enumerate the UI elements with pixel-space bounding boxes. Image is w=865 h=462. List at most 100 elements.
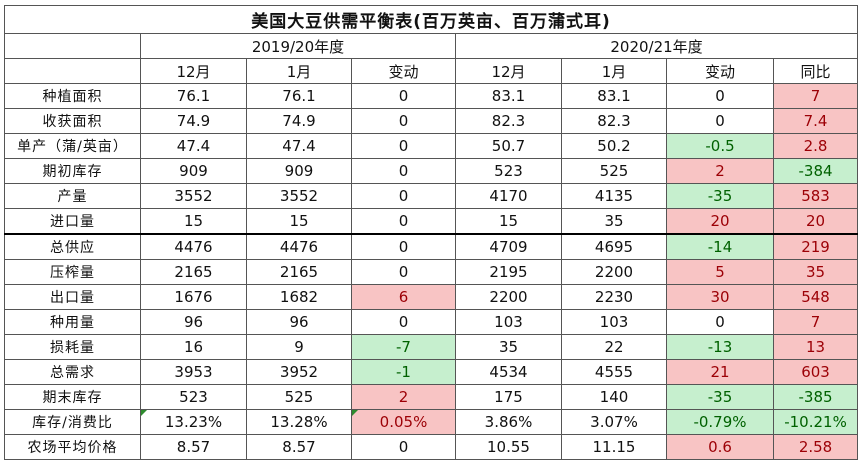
table-row: 进口量 15 15 0 15 35 20 20 (4, 208, 859, 235)
table-cell: 50.7 (455, 133, 562, 159)
table-cell: 8.57 (246, 434, 352, 460)
table-cell: -35 (666, 384, 774, 410)
table-cell: 4695 (561, 233, 667, 260)
table-cell: 4709 (455, 233, 562, 260)
table-cell: 83.1 (455, 83, 562, 109)
table-cell: 15 (455, 208, 562, 235)
table-row: 出口量 1676 1682 6 2200 2230 30 548 (4, 284, 859, 310)
table-cell: 2.8 (772, 133, 859, 159)
table-cell: 0.05% (351, 409, 456, 435)
table-cell: -7 (351, 334, 456, 360)
column-header-row: 12月 1月 变动 12月 1月 变动 同比 (4, 58, 859, 84)
table-cell: 2230 (561, 284, 667, 310)
row-label: 单产（蒲/英亩） (4, 133, 141, 159)
table-cell: 15 (246, 208, 352, 235)
table-cell: 0 (351, 208, 456, 235)
table-cell: 2165 (246, 259, 352, 285)
table-cell: 525 (246, 384, 352, 410)
table-cell: 76.1 (246, 83, 352, 109)
table-row: 单产（蒲/英亩） 47.4 47.4 0 50.7 50.2 -0.5 2.8 (4, 133, 859, 159)
table-cell: 2 (351, 384, 456, 410)
table-cell: 7 (772, 309, 859, 335)
table-cell: 11.15 (561, 434, 667, 460)
table-cell: 74.9 (140, 108, 247, 134)
table-cell: 96 (140, 309, 247, 335)
table-cell: 0 (351, 83, 456, 109)
table-row: 期初库存 909 909 0 523 525 2 -384 (4, 158, 859, 184)
table-cell: 82.3 (561, 108, 667, 134)
table-cell: 3552 (140, 183, 247, 209)
table-row: 损耗量 16 9 -7 35 22 -13 13 (4, 334, 859, 360)
table-cell: 20 (666, 208, 774, 235)
table-cell: 7 (772, 83, 859, 109)
row-label: 期末库存 (4, 384, 141, 410)
table-cell: 103 (455, 309, 562, 335)
table-cell: 0 (351, 133, 456, 159)
table-cell: 1676 (140, 284, 247, 310)
table-cell: 2165 (140, 259, 247, 285)
table-cell: 30 (666, 284, 774, 310)
table-cell: 47.4 (246, 133, 352, 159)
row-label: 农场平均价格 (4, 434, 141, 460)
table-cell: 0 (351, 259, 456, 285)
table-cell: 0.6 (666, 434, 774, 460)
table-cell: 0 (351, 158, 456, 184)
table-cell: 548 (772, 284, 859, 310)
table-cell: 3552 (246, 183, 352, 209)
table-row: 种植面积 76.1 76.1 0 83.1 83.1 0 7 (4, 83, 859, 109)
table-row: 总需求 3953 3952 -1 4534 4555 21 603 (4, 359, 859, 385)
table-cell: 16 (140, 334, 247, 360)
table-cell: 21 (666, 359, 774, 385)
header-corner (4, 33, 141, 59)
table-cell: -0.5 (666, 133, 774, 159)
table-cell: 219 (772, 233, 859, 260)
table-cell: 50.2 (561, 133, 667, 159)
table-cell: 2 (666, 158, 774, 184)
table-cell: 6 (351, 284, 456, 310)
table-cell: 74.9 (246, 108, 352, 134)
row-label: 总需求 (4, 359, 141, 385)
table-row: 收获面积 74.9 74.9 0 82.3 82.3 0 7.4 (4, 108, 859, 134)
table-cell: 2200 (561, 259, 667, 285)
table-cell: 13 (772, 334, 859, 360)
table-cell: 1682 (246, 284, 352, 310)
table-cell: 523 (140, 384, 247, 410)
table-cell: -10.21% (772, 409, 859, 435)
table-cell: 0 (351, 108, 456, 134)
table-cell: 35 (455, 334, 562, 360)
table-cell: 0 (666, 309, 774, 335)
table-cell: 3.07% (561, 409, 667, 435)
row-label: 种用量 (4, 309, 141, 335)
table-cell: 9 (246, 334, 352, 360)
table-cell: 103 (561, 309, 667, 335)
table-cell: 0 (666, 83, 774, 109)
table-cell: 4534 (455, 359, 562, 385)
table-cell: 22 (561, 334, 667, 360)
row-label: 收获面积 (4, 108, 141, 134)
table-cell: 4135 (561, 183, 667, 209)
table-cell: -13 (666, 334, 774, 360)
row-label: 进口量 (4, 208, 141, 235)
table-cell: -385 (772, 384, 859, 410)
table-cell: 175 (455, 384, 562, 410)
table-cell: 0 (351, 309, 456, 335)
table-cell: 5 (666, 259, 774, 285)
column-header: 1月 (561, 58, 667, 84)
column-header: 同比 (772, 58, 859, 84)
table-cell: 909 (246, 158, 352, 184)
row-label: 出口量 (4, 284, 141, 310)
table-cell: -384 (772, 158, 859, 184)
row-label: 总供应 (4, 233, 141, 260)
table-row: 产量 3552 3552 0 4170 4135 -35 583 (4, 183, 859, 209)
table-cell: 83.1 (561, 83, 667, 109)
table-cell: 2200 (455, 284, 562, 310)
table-cell: 603 (772, 359, 859, 385)
table-cell: -35 (666, 183, 774, 209)
column-header: 变动 (351, 58, 456, 84)
table-cell: 8.57 (140, 434, 247, 460)
table-row: 总供应 4476 4476 0 4709 4695 -14 219 (4, 233, 859, 260)
table-cell: 4476 (140, 233, 247, 260)
table-cell: 3953 (140, 359, 247, 385)
year-header-2019: 2019/20年度 (140, 33, 456, 59)
table-row: 库存/消费比 13.23% 13.28% 0.05% 3.86% 3.07% -0.79% -… (4, 409, 859, 435)
